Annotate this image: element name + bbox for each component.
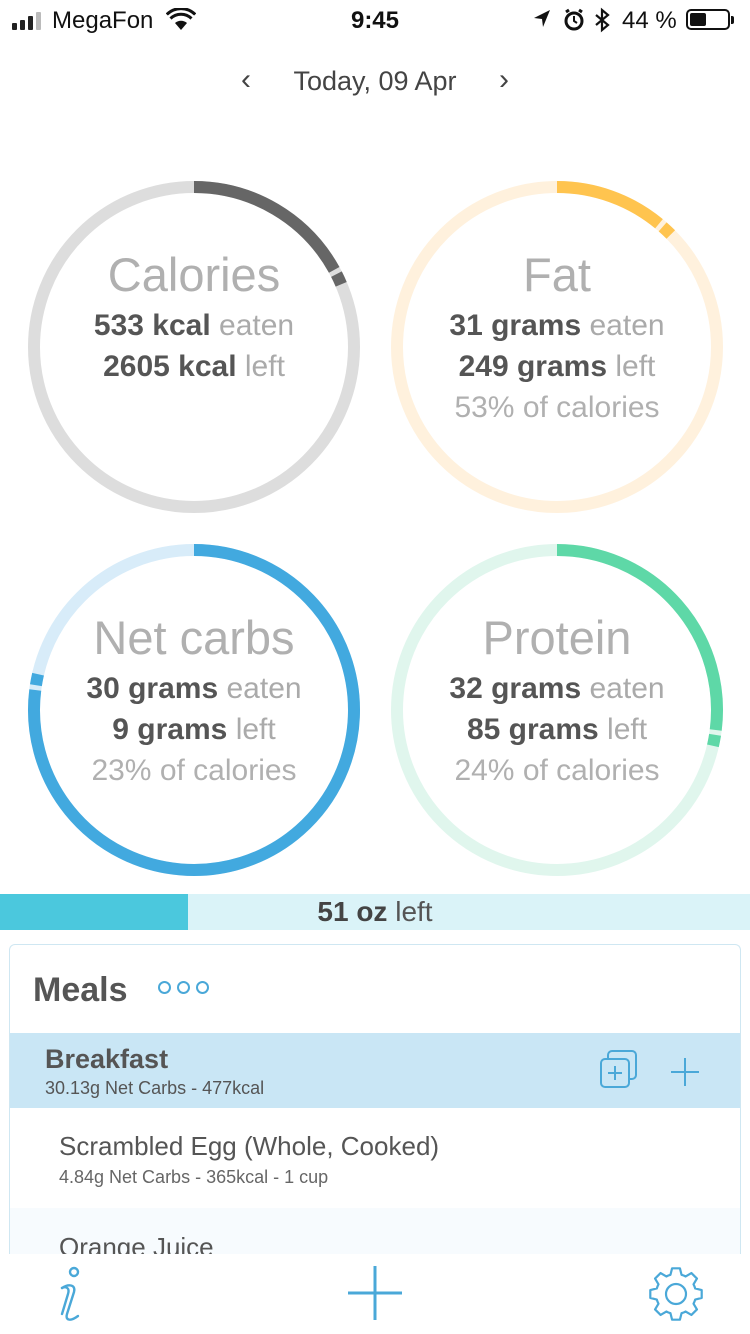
location-arrow-icon xyxy=(534,10,550,27)
meal-section-breakfast[interactable]: Breakfast 30.13g Net Carbs - 477kcal xyxy=(10,1033,740,1108)
date-navigator: ‹ Today, 09 Apr › xyxy=(0,60,750,104)
food-item[interactable]: Orange Juice xyxy=(10,1208,740,1254)
fat-percent-calories: 53% of calories xyxy=(454,391,660,424)
net-carbs-eaten: 30 grams eaten xyxy=(86,672,302,705)
protein-ring-end-tick xyxy=(707,733,721,748)
bluetooth-icon xyxy=(595,7,610,33)
meals-card: Meals Breakfast 30.13g Net Carbs - 477kc… xyxy=(9,944,741,1254)
add-food-icon[interactable] xyxy=(668,1055,702,1089)
settings-gear-icon[interactable] xyxy=(648,1266,704,1322)
protein-ring[interactable]: Protein 32 grams eaten 85 grams left 24%… xyxy=(385,538,729,882)
meal-section-name: Breakfast xyxy=(45,1044,169,1074)
protein-ring-chart xyxy=(391,544,723,876)
fat-eaten: 31 grams eaten xyxy=(449,309,665,342)
info-icon[interactable] xyxy=(50,1266,90,1326)
signal-icon xyxy=(12,12,41,30)
protein-eaten: 32 grams eaten xyxy=(449,672,665,705)
calories-title: Calories xyxy=(107,248,281,301)
fat-ring-chart xyxy=(391,181,723,513)
protein-percent-calories: 24% of calories xyxy=(454,754,660,787)
food-item-detail: 4.84g Net Carbs - 365kcal - 1 cup xyxy=(59,1167,329,1187)
fat-ring[interactable]: Fat 31 grams eaten 249 grams left 53% of… xyxy=(385,175,729,519)
net-carbs-percent-calories: 23% of calories xyxy=(91,754,297,787)
carbs-ring-progress-arc xyxy=(28,544,360,876)
protein-title: Protein xyxy=(482,611,632,664)
calories-ring[interactable]: Calories 533 kcal eaten 2605 kcal left xyxy=(22,175,366,519)
calories-left: 2605 kcal left xyxy=(103,350,285,383)
status-time: 9:45 xyxy=(350,7,400,34)
battery-percent: 44 % xyxy=(622,7,677,34)
fat-ring-end-tick xyxy=(658,222,676,239)
net-carbs-ring-chart xyxy=(28,544,360,876)
meals-header: Meals xyxy=(10,945,740,1034)
previous-day-button[interactable]: ‹ xyxy=(241,63,251,96)
calories-ring-chart xyxy=(28,181,360,513)
wifi-icon xyxy=(166,8,196,30)
water-progress-fill xyxy=(0,894,188,930)
add-icon[interactable] xyxy=(346,1264,404,1322)
alarm-icon xyxy=(564,8,584,31)
calories-ring-progress-arc xyxy=(193,181,340,273)
current-date-label[interactable]: Today, 09 Apr xyxy=(293,66,457,96)
status-icons xyxy=(534,7,610,33)
fat-title: Fat xyxy=(523,248,591,301)
status-bar: MegaFon 9:45 44 % xyxy=(0,0,750,42)
calories-ring-end-tick xyxy=(331,271,347,287)
fat-left: 249 grams left xyxy=(458,350,656,383)
meals-title: Meals xyxy=(33,971,128,1009)
carrier-name: MegaFon xyxy=(52,7,154,34)
fat-ring-progress-arc xyxy=(556,181,663,229)
net-carbs-title: Net carbs xyxy=(93,611,295,664)
meals-more-options-icon[interactable] xyxy=(158,981,209,994)
water-progress-bar[interactable]: 51 oz left xyxy=(0,894,750,930)
battery-icon xyxy=(686,9,734,30)
water-left-text: 51 oz left xyxy=(317,896,433,927)
next-day-button[interactable]: › xyxy=(499,63,509,96)
food-item-name: Orange Juice xyxy=(59,1232,214,1254)
bottom-tab-bar xyxy=(0,1254,750,1334)
calories-eaten: 533 kcal eaten xyxy=(93,309,295,342)
food-item[interactable]: Scrambled Egg (Whole, Cooked) 4.84g Net … xyxy=(10,1108,740,1208)
food-item-name: Scrambled Egg (Whole, Cooked) xyxy=(59,1131,440,1161)
protein-ring-progress-arc xyxy=(556,544,723,731)
net-carbs-ring[interactable]: Net carbs 30 grams eaten 9 grams left 23… xyxy=(22,538,366,882)
meal-section-summary: 30.13g Net Carbs - 477kcal xyxy=(45,1078,265,1098)
carbs-ring-end-tick xyxy=(30,672,44,687)
net-carbs-left: 9 grams left xyxy=(112,713,276,746)
protein-left: 85 grams left xyxy=(466,713,648,746)
copy-meal-icon[interactable] xyxy=(598,1049,640,1091)
